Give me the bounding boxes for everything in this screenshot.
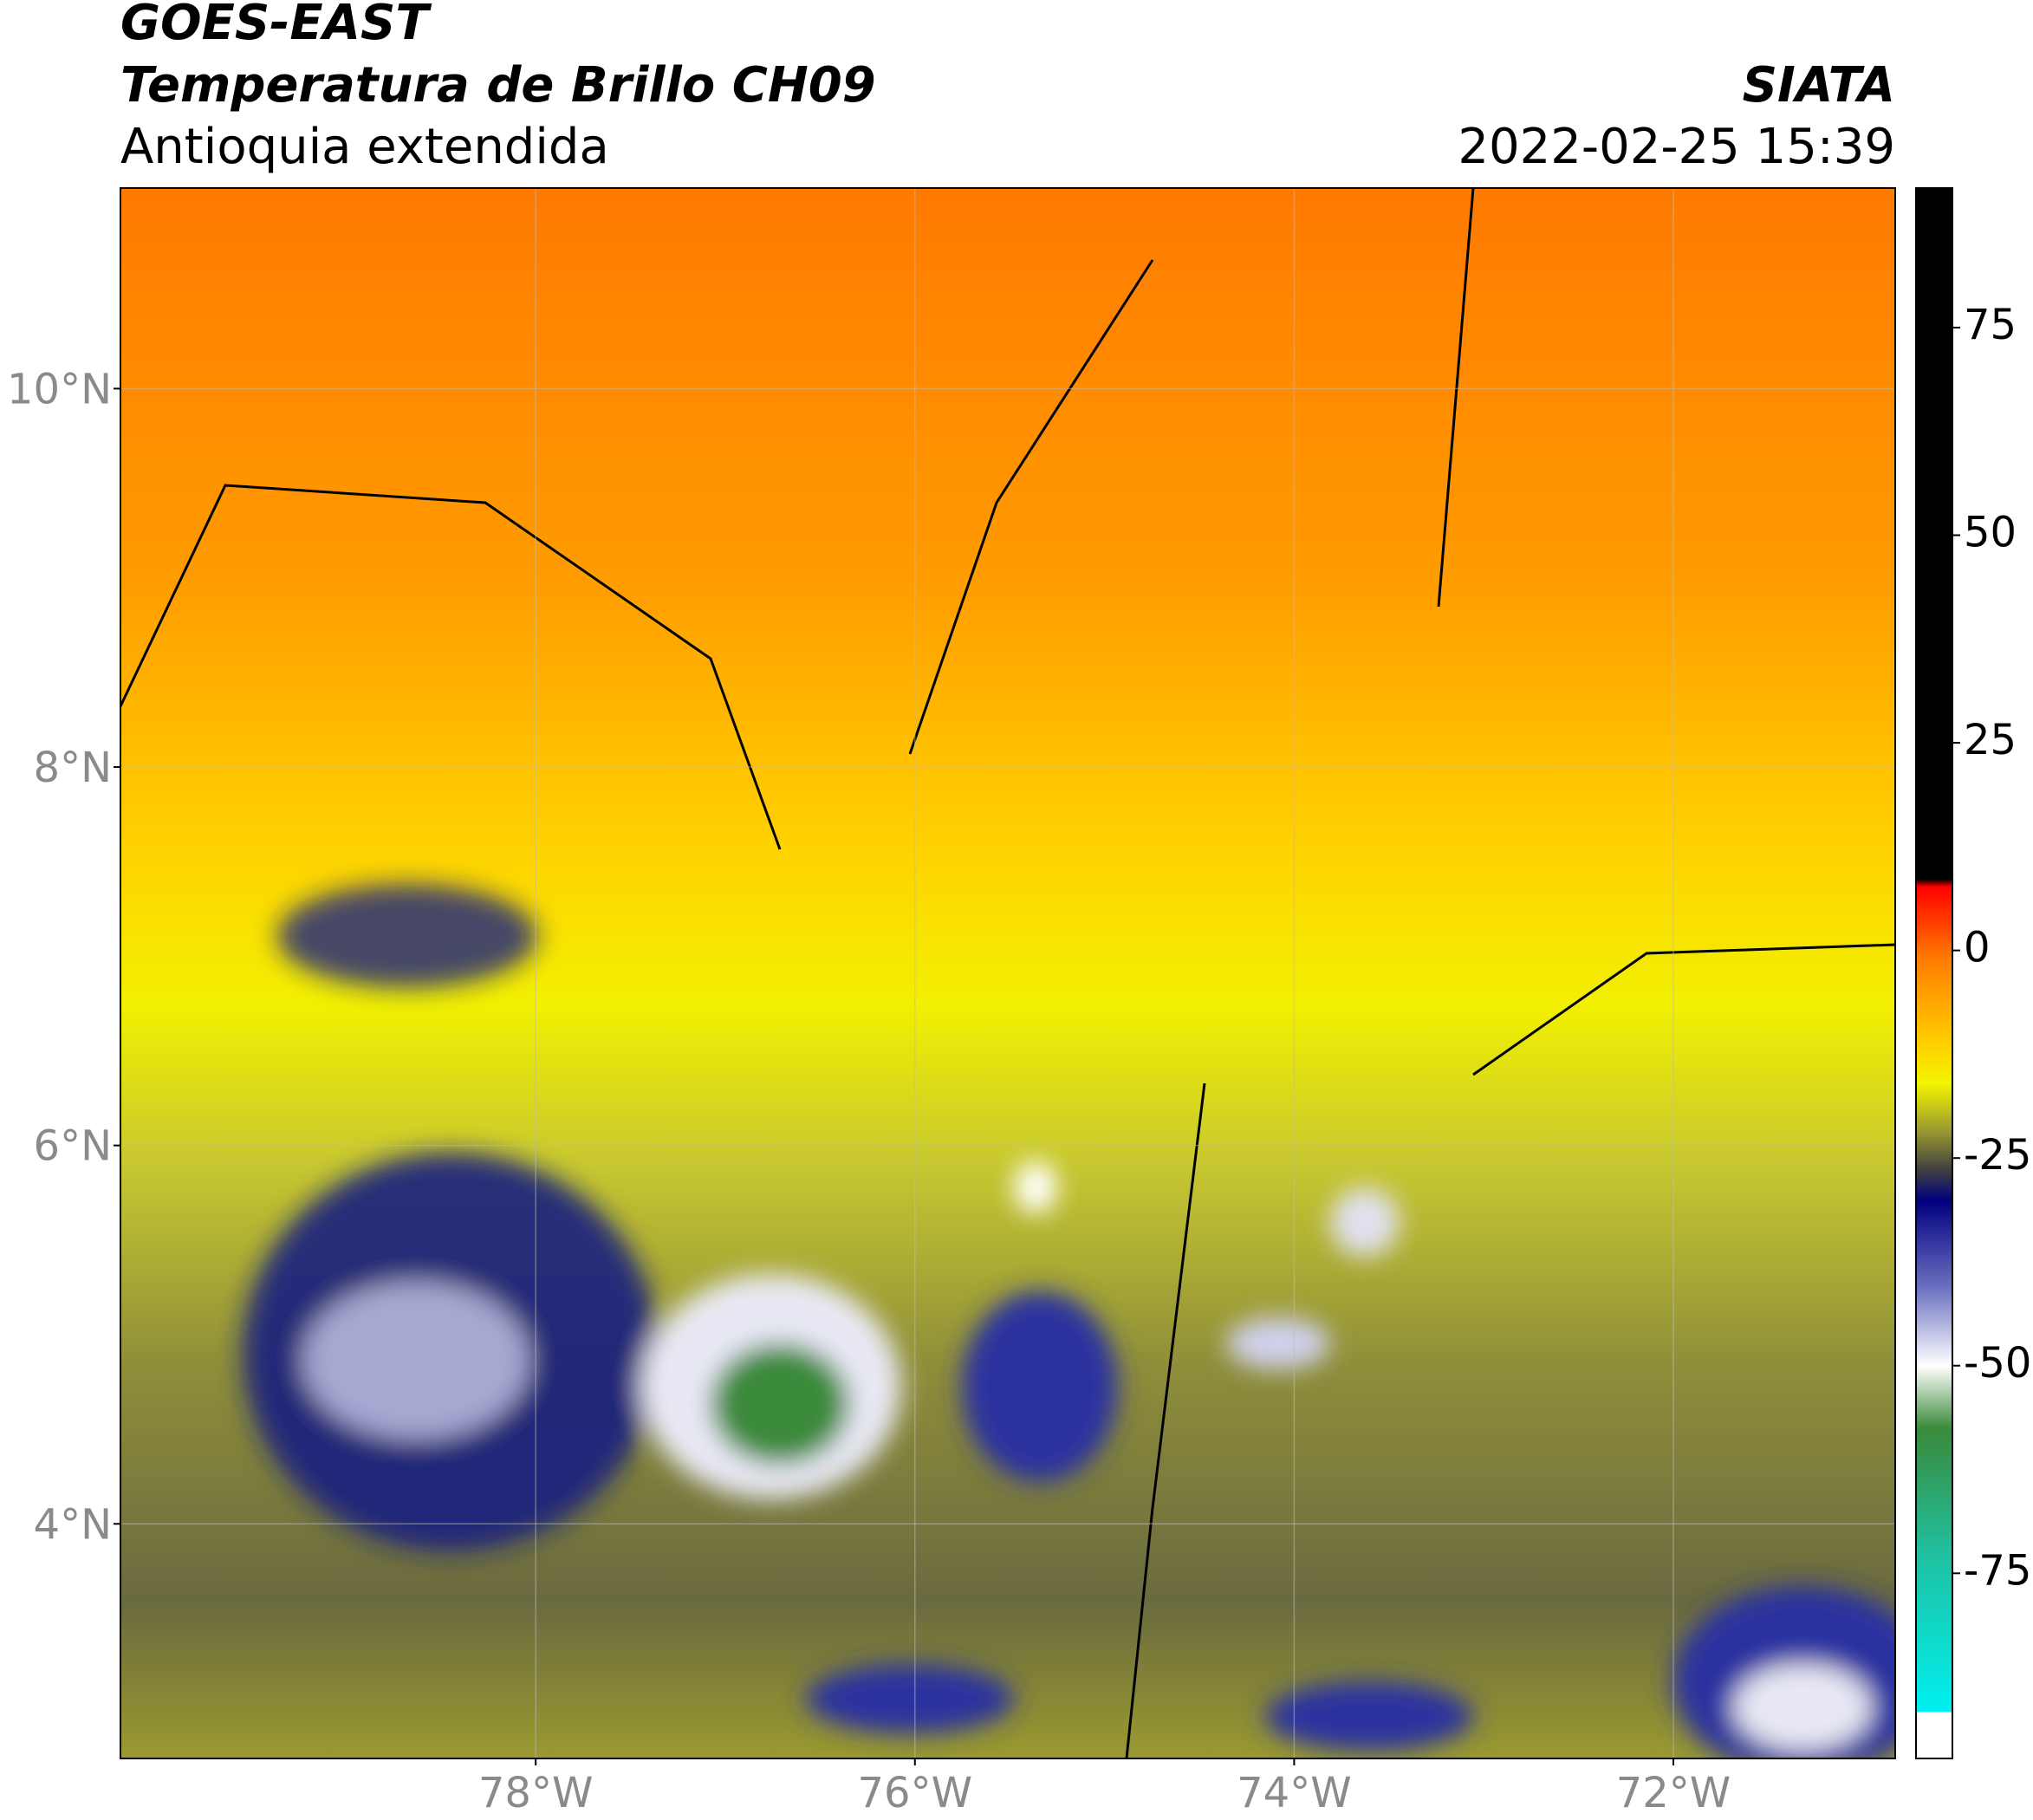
axes: 78°W 76°W 74°W 72°W 4°N 6°N 8°N 10°N (7, 188, 1895, 1817)
y-tick-label: 8°N (34, 744, 112, 792)
satellite-image (120, 188, 1895, 1758)
region: Antioquia extendida (120, 119, 609, 175)
colorbar-tick-label: 0 (1964, 924, 1991, 972)
y-tick-label: 6°N (34, 1122, 112, 1171)
subtitle: Temperatura de Brillo CH09 (120, 57, 876, 114)
x-tick-label: 76°W (858, 1769, 973, 1817)
colorbar (1915, 187, 1953, 1759)
map-frame (120, 187, 1896, 1759)
source: SIATA (1743, 57, 1895, 114)
colorbar-tick-label: 75 (1964, 301, 2017, 349)
y-tick-label: 10°N (7, 365, 112, 413)
y-tick-label: 4°N (34, 1500, 112, 1549)
colorbar-tick-label: -25 (1964, 1131, 2031, 1180)
colorbar-tick-label: -75 (1964, 1546, 2031, 1595)
colorbar-tick-label: -50 (1964, 1339, 2031, 1388)
datetime: 2022-02-25 15:39 (1458, 119, 1895, 175)
colorbar-tick-label: 25 (1964, 716, 2017, 764)
colorbar-tick-label: 50 (1964, 509, 2017, 557)
x-tick-label: 74°W (1237, 1769, 1352, 1817)
x-tick-label: 78°W (478, 1769, 594, 1817)
title: GOES-EAST (120, 0, 432, 51)
x-tick-label: 72°W (1616, 1769, 1731, 1817)
